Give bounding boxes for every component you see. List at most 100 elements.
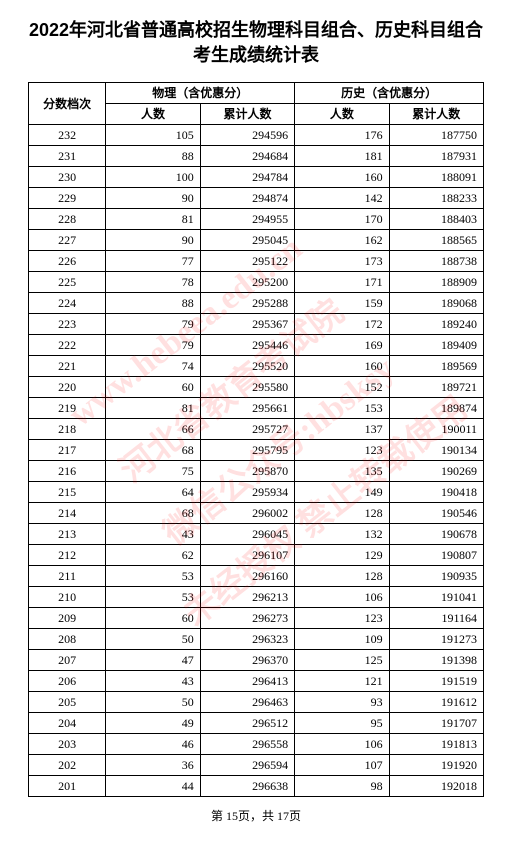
physics-cum-cell: 295727 xyxy=(200,419,294,440)
history-cum-cell: 190935 xyxy=(389,566,483,587)
table-row: 2014429663898192018 xyxy=(29,776,484,797)
score-cell: 225 xyxy=(29,272,106,293)
history-cum-cell: 191398 xyxy=(389,650,483,671)
table-row: 20747296370125191398 xyxy=(29,650,484,671)
score-cell: 229 xyxy=(29,188,106,209)
physics-cum-cell: 296002 xyxy=(200,503,294,524)
history-cum-cell: 189068 xyxy=(389,293,483,314)
history-count-cell: 106 xyxy=(295,587,389,608)
history-cum-cell: 190678 xyxy=(389,524,483,545)
physics-count-cell: 60 xyxy=(106,377,200,398)
history-cum-cell: 189569 xyxy=(389,356,483,377)
physics-cum-cell: 296273 xyxy=(200,608,294,629)
history-count-cell: 160 xyxy=(295,356,389,377)
physics-count-cell: 43 xyxy=(106,524,200,545)
physics-count-cell: 53 xyxy=(106,587,200,608)
physics-count-cell: 68 xyxy=(106,503,200,524)
physics-cum-cell: 294684 xyxy=(200,146,294,167)
history-cum-cell: 190418 xyxy=(389,482,483,503)
score-cell: 218 xyxy=(29,419,106,440)
table-row: 22379295367172189240 xyxy=(29,314,484,335)
history-cum-cell: 191519 xyxy=(389,671,483,692)
physics-cum-cell: 295870 xyxy=(200,461,294,482)
score-cell: 220 xyxy=(29,377,106,398)
score-cell: 230 xyxy=(29,167,106,188)
history-count-cell: 123 xyxy=(295,608,389,629)
history-cum-cell: 187931 xyxy=(389,146,483,167)
table-row: 21053296213106191041 xyxy=(29,587,484,608)
header-history-cum: 累计人数 xyxy=(389,104,483,125)
physics-count-cell: 100 xyxy=(106,167,200,188)
title-line-2: 考生成绩统计表 xyxy=(193,45,319,65)
table-row: 22790295045162188565 xyxy=(29,230,484,251)
history-cum-cell: 189721 xyxy=(389,377,483,398)
history-cum-cell: 191813 xyxy=(389,734,483,755)
score-cell: 213 xyxy=(29,524,106,545)
history-count-cell: 137 xyxy=(295,419,389,440)
history-cum-cell: 188403 xyxy=(389,209,483,230)
table-row: 21262296107129190807 xyxy=(29,545,484,566)
history-cum-cell: 190807 xyxy=(389,545,483,566)
history-count-cell: 170 xyxy=(295,209,389,230)
physics-cum-cell: 296107 xyxy=(200,545,294,566)
table-header: 分数档次 物理（含优惠分） 历史（含优惠分） 人数 累计人数 人数 累计人数 xyxy=(29,83,484,125)
physics-cum-cell: 295045 xyxy=(200,230,294,251)
physics-count-cell: 36 xyxy=(106,755,200,776)
score-cell: 205 xyxy=(29,692,106,713)
history-cum-cell: 191273 xyxy=(389,629,483,650)
history-count-cell: 109 xyxy=(295,629,389,650)
score-cell: 207 xyxy=(29,650,106,671)
physics-cum-cell: 296463 xyxy=(200,692,294,713)
physics-count-cell: 68 xyxy=(106,440,200,461)
table-row: 21866295727137190011 xyxy=(29,419,484,440)
table-row: 230100294784160188091 xyxy=(29,167,484,188)
table-row: 21564295934149190418 xyxy=(29,482,484,503)
score-cell: 202 xyxy=(29,755,106,776)
header-physics: 物理（含优惠分） xyxy=(106,83,295,104)
score-cell: 212 xyxy=(29,545,106,566)
score-cell: 215 xyxy=(29,482,106,503)
physics-cum-cell: 296213 xyxy=(200,587,294,608)
score-cell: 208 xyxy=(29,629,106,650)
physics-count-cell: 88 xyxy=(106,146,200,167)
physics-count-cell: 50 xyxy=(106,629,200,650)
history-count-cell: 132 xyxy=(295,524,389,545)
score-cell: 211 xyxy=(29,566,106,587)
score-cell: 214 xyxy=(29,503,106,524)
physics-cum-cell: 294784 xyxy=(200,167,294,188)
table-row: 22578295200171188909 xyxy=(29,272,484,293)
table-row: 22488295288159189068 xyxy=(29,293,484,314)
physics-cum-cell: 294955 xyxy=(200,209,294,230)
physics-cum-cell: 295446 xyxy=(200,335,294,356)
physics-count-cell: 60 xyxy=(106,608,200,629)
physics-count-cell: 90 xyxy=(106,230,200,251)
physics-cum-cell: 295367 xyxy=(200,314,294,335)
physics-cum-cell: 294596 xyxy=(200,125,294,146)
history-count-cell: 181 xyxy=(295,146,389,167)
score-cell: 204 xyxy=(29,713,106,734)
score-cell: 216 xyxy=(29,461,106,482)
physics-cum-cell: 296594 xyxy=(200,755,294,776)
physics-cum-cell: 296512 xyxy=(200,713,294,734)
score-cell: 221 xyxy=(29,356,106,377)
score-cell: 223 xyxy=(29,314,106,335)
physics-cum-cell: 295661 xyxy=(200,398,294,419)
physics-count-cell: 46 xyxy=(106,734,200,755)
physics-count-cell: 43 xyxy=(106,671,200,692)
table-row: 20236296594107191920 xyxy=(29,755,484,776)
physics-count-cell: 49 xyxy=(106,713,200,734)
physics-cum-cell: 296413 xyxy=(200,671,294,692)
physics-cum-cell: 294874 xyxy=(200,188,294,209)
history-count-cell: 129 xyxy=(295,545,389,566)
history-cum-cell: 189409 xyxy=(389,335,483,356)
title-line-1: 2022年河北省普通高校招生物理科目组合、历史科目组合 xyxy=(29,20,483,40)
history-cum-cell: 191707 xyxy=(389,713,483,734)
physics-cum-cell: 295122 xyxy=(200,251,294,272)
history-cum-cell: 190134 xyxy=(389,440,483,461)
physics-count-cell: 77 xyxy=(106,251,200,272)
table-row: 21768295795123190134 xyxy=(29,440,484,461)
physics-cum-cell: 295200 xyxy=(200,272,294,293)
table-row: 21153296160128190935 xyxy=(29,566,484,587)
history-count-cell: 93 xyxy=(295,692,389,713)
table-row: 23188294684181187931 xyxy=(29,146,484,167)
